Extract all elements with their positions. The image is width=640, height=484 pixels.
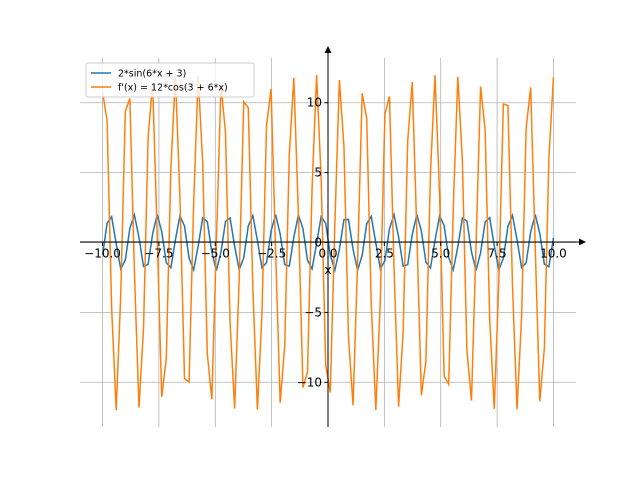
x-axis-label: x xyxy=(324,263,331,277)
legend-box xyxy=(85,62,255,98)
legend-label: f'(x) = 12*cos(3 + 6*x) xyxy=(118,83,228,94)
y-tick-label: 0 xyxy=(314,236,322,250)
x-tick-label: 0.0 xyxy=(318,247,337,261)
x-axis-arrow xyxy=(579,238,586,246)
legend-label: 2*sin(6*x + 3) xyxy=(118,69,186,80)
x-tick-label: 2.5 xyxy=(375,247,394,261)
x-tick-label: −5.0 xyxy=(201,247,230,261)
y-tick-label: 10 xyxy=(307,96,322,110)
x-tick-label: 7.5 xyxy=(488,247,507,261)
y-tick-label: −10 xyxy=(297,375,322,389)
y-tick-label: 5 xyxy=(314,166,322,180)
x-tick-label: 10.0 xyxy=(540,247,567,261)
x-tick-label: −10.0 xyxy=(84,247,121,261)
y-tick-label: −5 xyxy=(304,305,322,319)
x-tick-label: −2.5 xyxy=(257,247,286,261)
y-axis-arrow xyxy=(324,46,332,53)
x-tick-label: −7.5 xyxy=(144,247,173,261)
x-tick-label: 5.0 xyxy=(431,247,450,261)
legend: 2*sin(6*x + 3) f'(x) = 12*cos(3 + 6*x) xyxy=(85,62,255,98)
axes xyxy=(80,46,586,427)
